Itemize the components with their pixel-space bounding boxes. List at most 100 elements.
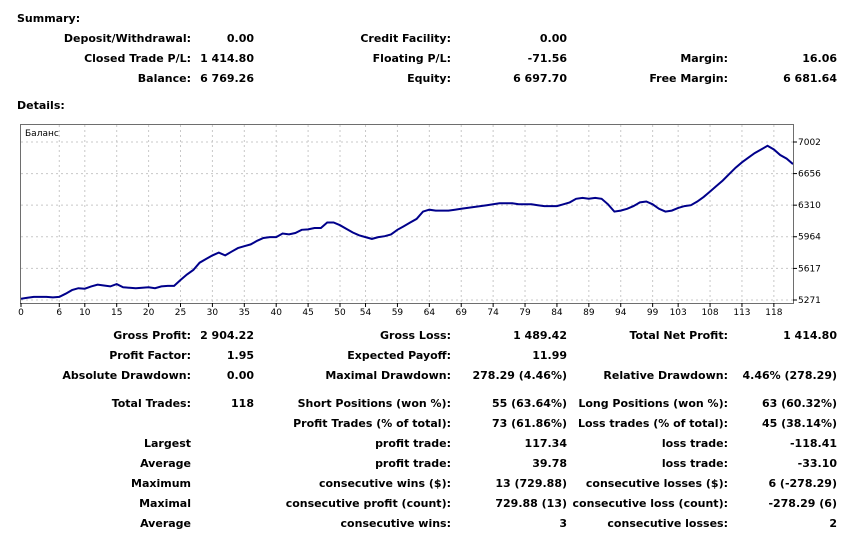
total-trades-label: Total Trades: bbox=[111, 397, 191, 410]
closed-trade-pl-label: Closed Trade P/L: bbox=[84, 52, 191, 65]
y-tick-label: 5964 bbox=[798, 233, 821, 243]
average-profit-label: profit trade: bbox=[375, 457, 451, 470]
total-trades-value: 118 bbox=[231, 397, 254, 410]
x-tick-label: 35 bbox=[239, 308, 250, 318]
average-loss-value: -33.10 bbox=[797, 457, 837, 470]
x-tick-label: 64 bbox=[424, 308, 436, 318]
maximum-wins-label: consecutive wins ($): bbox=[318, 477, 451, 490]
x-tick-label: 79 bbox=[519, 308, 531, 318]
free-margin-value: 6 681.64 bbox=[783, 72, 837, 85]
y-tick-label: 5617 bbox=[798, 264, 821, 274]
loss-trades-label: Loss trades (% of total): bbox=[577, 417, 728, 430]
balance-chart: Баланс bbox=[20, 124, 794, 304]
absolute-drawdown-value: 0.00 bbox=[226, 369, 254, 382]
x-tick-label: 118 bbox=[765, 308, 782, 318]
maximal-drawdown-label: Maximal Drawdown: bbox=[325, 369, 451, 382]
gross-loss-label: Gross Loss: bbox=[380, 329, 451, 342]
x-tick-label: 89 bbox=[583, 308, 595, 318]
long-positions-label: Long Positions (won %): bbox=[578, 397, 728, 410]
relative-drawdown-label: Relative Drawdown: bbox=[603, 369, 728, 382]
maximal-drawdown-value: 278.29 (4.46%) bbox=[472, 369, 568, 382]
maximum-label: Maximum bbox=[131, 477, 191, 490]
deposit-withdrawal-label: Deposit/Withdrawal: bbox=[63, 32, 191, 45]
maximum-losses-label: consecutive losses ($): bbox=[585, 477, 728, 490]
floating-pl-value: -71.56 bbox=[527, 52, 567, 65]
y-tick-label: 6656 bbox=[798, 170, 821, 180]
free-margin-label: Free Margin: bbox=[649, 72, 728, 85]
x-tick-label: 54 bbox=[360, 308, 372, 318]
equity-label: Equity: bbox=[407, 72, 451, 85]
relative-drawdown-value: 4.46% (278.29) bbox=[742, 369, 838, 382]
x-tick-label: 113 bbox=[733, 308, 750, 318]
x-tick-label: 59 bbox=[392, 308, 404, 318]
maximum-losses-value: 6 (-278.29) bbox=[768, 477, 837, 490]
x-tick-label: 94 bbox=[615, 308, 627, 318]
average-consecutive-wins-label: consecutive wins: bbox=[340, 517, 451, 530]
total-net-profit-value: 1 414.80 bbox=[783, 329, 837, 342]
balance-label: Balance: bbox=[137, 72, 191, 85]
margin-value: 16.06 bbox=[802, 52, 837, 65]
largest-loss-label: loss trade: bbox=[661, 437, 728, 450]
average-consecutive-losses-label: consecutive losses: bbox=[607, 517, 728, 530]
short-positions-value: 55 (63.64%) bbox=[491, 397, 567, 410]
maximal-loss-value: -278.29 (6) bbox=[768, 497, 837, 510]
summary-title: Summary: bbox=[17, 12, 81, 25]
credit-facility-value: 0.00 bbox=[539, 32, 567, 45]
chart-title: Баланс bbox=[25, 129, 59, 139]
expected-payoff-value: 11.99 bbox=[532, 349, 567, 362]
profit-trades-label: Profit Trades (% of total): bbox=[293, 417, 451, 430]
total-net-profit-label: Total Net Profit: bbox=[629, 329, 729, 342]
maximum-wins-value: 13 (729.88) bbox=[495, 477, 567, 490]
long-positions-value: 63 (60.32%) bbox=[761, 397, 837, 410]
largest-label: Largest bbox=[144, 437, 191, 450]
largest-profit-value: 117.34 bbox=[524, 437, 567, 450]
maximal-label: Maximal bbox=[139, 497, 191, 510]
x-tick-label: 40 bbox=[270, 308, 282, 318]
equity-value: 6 697.70 bbox=[513, 72, 567, 85]
balance-series-line bbox=[20, 144, 794, 300]
x-tick-label: 30 bbox=[207, 308, 219, 318]
loss-trades-value: 45 (38.14%) bbox=[761, 417, 837, 430]
maximal-loss-label: consecutive loss (count): bbox=[572, 497, 728, 510]
x-tick-label: 15 bbox=[111, 308, 122, 318]
largest-loss-value: -118.41 bbox=[789, 437, 837, 450]
details-title: Details: bbox=[17, 99, 65, 112]
x-tick-label: 74 bbox=[487, 308, 499, 318]
x-tick-label: 25 bbox=[175, 308, 186, 318]
x-tick-label: 10 bbox=[79, 308, 91, 318]
average-consecutive-losses-value: 2 bbox=[829, 517, 837, 530]
gross-loss-value: 1 489.42 bbox=[513, 329, 567, 342]
average-consecutive-label: Average bbox=[140, 517, 191, 530]
average-profit-value: 39.78 bbox=[532, 457, 567, 470]
x-tick-label: 69 bbox=[456, 308, 468, 318]
maximal-profit-value: 729.88 (13) bbox=[495, 497, 567, 510]
x-tick-label: 20 bbox=[143, 308, 155, 318]
margin-label: Margin: bbox=[680, 52, 728, 65]
profit-trades-value: 73 (61.86%) bbox=[491, 417, 567, 430]
gross-profit-label: Gross Profit: bbox=[113, 329, 191, 342]
floating-pl-label: Floating P/L: bbox=[372, 52, 451, 65]
absolute-drawdown-label: Absolute Drawdown: bbox=[62, 369, 191, 382]
average-consecutive-wins-value: 3 bbox=[559, 517, 567, 530]
x-tick-label: 6 bbox=[56, 308, 62, 318]
largest-profit-label: profit trade: bbox=[375, 437, 451, 450]
balance-value: 6 769.26 bbox=[200, 72, 254, 85]
profit-factor-label: Profit Factor: bbox=[109, 349, 191, 362]
y-tick-label: 5271 bbox=[798, 296, 821, 306]
average-loss-label: loss trade: bbox=[661, 457, 728, 470]
y-tick-label: 6310 bbox=[798, 201, 821, 211]
y-tick-label: 7002 bbox=[798, 138, 821, 148]
maximal-profit-label: consecutive profit (count): bbox=[285, 497, 451, 510]
average-label: Average bbox=[140, 457, 191, 470]
x-tick-label: 0 bbox=[18, 308, 24, 318]
profit-factor-value: 1.95 bbox=[226, 349, 254, 362]
closed-trade-pl-value: 1 414.80 bbox=[200, 52, 254, 65]
balance-chart-svg: Баланс bbox=[20, 125, 794, 303]
x-tick-label: 108 bbox=[701, 308, 718, 318]
x-tick-label: 84 bbox=[551, 308, 563, 318]
x-tick-label: 99 bbox=[647, 308, 659, 318]
x-tick-label: 103 bbox=[670, 308, 687, 318]
x-tick-label: 45 bbox=[302, 308, 313, 318]
expected-payoff-label: Expected Payoff: bbox=[347, 349, 451, 362]
short-positions-label: Short Positions (won %): bbox=[297, 397, 451, 410]
